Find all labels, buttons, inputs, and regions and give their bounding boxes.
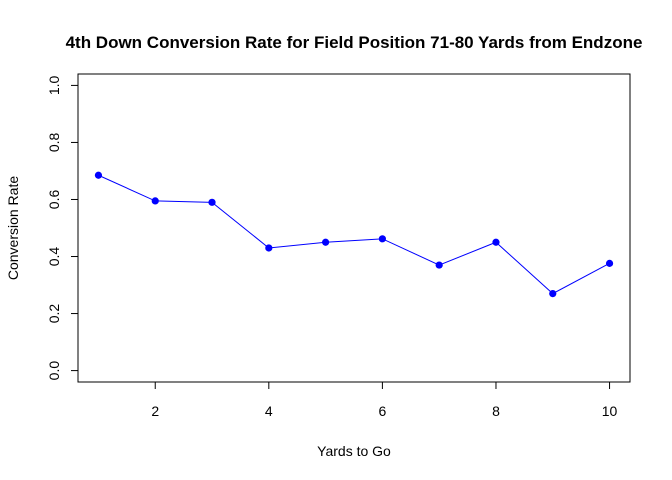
x-tick-label: 4 xyxy=(265,403,273,419)
data-point xyxy=(94,171,103,179)
data-point xyxy=(151,197,159,205)
x-axis-label: Yards to Go xyxy=(317,443,391,459)
y-tick-label: 0.8 xyxy=(46,133,62,153)
y-axis: 0.0 0.2 0.4 0.6 0.8 1.0 xyxy=(46,75,79,381)
y-tick-label: 0.6 xyxy=(46,190,62,210)
x-tick-label: 6 xyxy=(378,403,386,419)
data-point xyxy=(549,289,557,298)
x-axis: 2 4 6 8 10 xyxy=(151,381,618,419)
data-point xyxy=(605,259,614,267)
y-tick-label: 1.0 xyxy=(46,75,62,95)
y-axis-label: Conversion Rate xyxy=(5,176,21,280)
data-point xyxy=(265,244,273,252)
series-line xyxy=(98,174,610,295)
plot-area-frame xyxy=(77,73,631,383)
data-point xyxy=(435,261,443,269)
y-tick-label: 0.2 xyxy=(46,304,62,324)
data-point xyxy=(492,238,500,246)
data-point xyxy=(322,238,330,246)
data-point xyxy=(378,235,386,243)
x-tick-label: 8 xyxy=(492,403,500,419)
x-tick-label: 2 xyxy=(151,403,159,419)
y-tick-label: 0.4 xyxy=(46,247,62,267)
series-layer xyxy=(94,171,614,298)
data-point xyxy=(208,198,216,206)
x-tick-label: 10 xyxy=(602,403,618,419)
chart-title: 4th Down Conversion Rate for Field Posit… xyxy=(66,33,643,52)
y-tick-label: 0.0 xyxy=(46,361,62,381)
